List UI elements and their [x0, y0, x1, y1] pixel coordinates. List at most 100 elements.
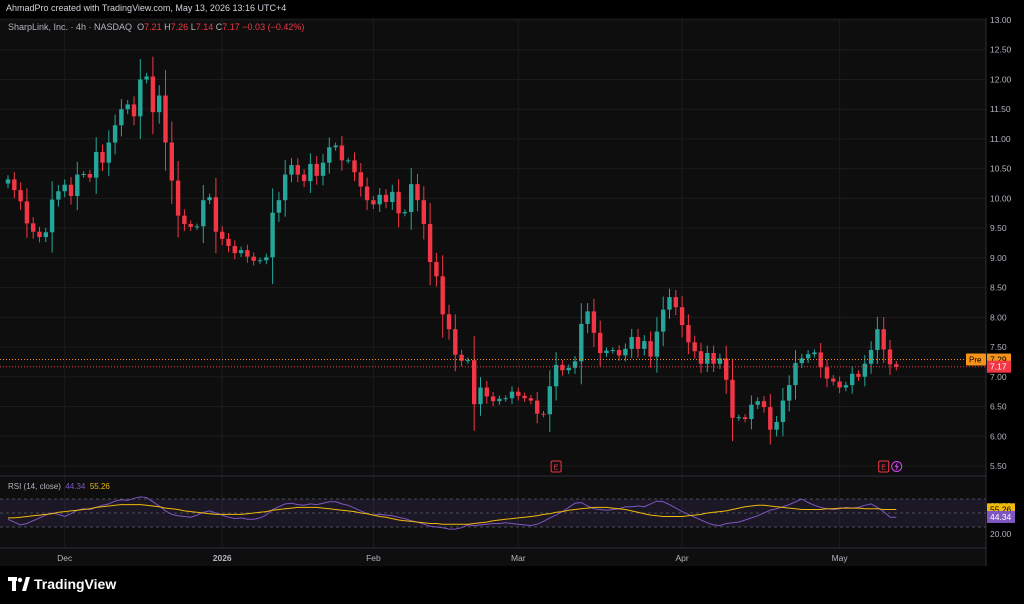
time-tick-label: Apr: [675, 553, 688, 563]
candle-body: [446, 314, 452, 330]
price-tick-label: 9.00: [990, 253, 1007, 263]
candle-body: [553, 364, 559, 387]
candle-body: [5, 179, 11, 184]
lightning-icon: [891, 461, 903, 472]
candle-body: [12, 179, 17, 191]
candle-body: [673, 297, 678, 308]
open-value: 7.21: [144, 22, 162, 32]
candle-body: [635, 336, 641, 349]
rsi-tick-label: 20.00: [990, 529, 1012, 539]
candle-body: [201, 200, 206, 227]
rsi-legend: RSI (14, close) 44.34 55.26: [8, 482, 110, 491]
candle-body: [238, 250, 244, 254]
candle-body: [358, 172, 363, 187]
high-label: H: [164, 22, 171, 32]
grid-lines: [0, 18, 987, 566]
candle-body: [87, 174, 93, 178]
candle-body: [106, 142, 111, 163]
candle-body: [887, 349, 893, 365]
candle-body: [100, 152, 105, 163]
price-axis: 13.00 12.50 12.00 11.50 11.00 10.50 10.00 9.50 9…: [990, 15, 1012, 539]
candle-body: [547, 386, 552, 415]
candlestick-chart[interactable]: 13.00 12.50 12.00 11.50 11.00 10.50 10.00 9.50 9…: [0, 0, 1024, 566]
price-tick-label: 8.50: [990, 283, 1007, 293]
candle-body: [188, 223, 193, 227]
candle-body: [43, 232, 48, 238]
candle-body: [629, 336, 634, 349]
price-tick-label: 6.00: [990, 431, 1007, 441]
time-axis: Dec 2026 Feb Mar Apr May: [57, 553, 848, 563]
time-tick-label: 2026: [213, 553, 232, 563]
price-tick-label: 6.50: [990, 402, 1007, 412]
candle-body: [654, 331, 660, 357]
candle-body: [295, 165, 300, 175]
candle-body: [856, 373, 861, 377]
candle-body: [560, 364, 565, 371]
candle-body: [434, 262, 439, 277]
candle-body: [875, 329, 880, 351]
candle-body: [535, 400, 540, 414]
candle-body: [144, 76, 149, 80]
candle-body: [251, 256, 256, 261]
rsi-ma-line: [8, 504, 897, 525]
candle-body: [245, 250, 250, 257]
candle-body: [661, 309, 666, 332]
open-label: O: [137, 22, 145, 32]
candle-body: [724, 358, 729, 380]
candle-body: [163, 95, 168, 143]
candle-body: [169, 142, 174, 181]
time-tick-label: May: [832, 553, 849, 563]
candle-body: [415, 184, 420, 201]
candle-body: [283, 174, 288, 201]
candle-body: [591, 311, 597, 333]
price-tick-label: 10.00: [990, 193, 1012, 203]
candle-body: [787, 385, 792, 401]
tradingview-logo-icon: [8, 577, 30, 591]
time-tick-label: Feb: [366, 553, 381, 563]
candle-body: [623, 348, 628, 356]
tradingview-logo[interactable]: TradingView: [8, 576, 116, 592]
candle-body: [175, 180, 181, 216]
candle-body: [31, 223, 36, 232]
candle-body: [207, 197, 212, 201]
candle-body: [755, 401, 760, 405]
candle-body: [24, 201, 30, 224]
symbol-name: SharpLink, Inc. · 4h · NASDAQ: [8, 22, 133, 32]
candle-body: [528, 398, 534, 401]
candle-body: [736, 417, 741, 419]
candle-body: [18, 190, 23, 202]
candle-body: [881, 329, 886, 350]
candle-body: [572, 361, 578, 368]
candle-body: [478, 387, 483, 405]
time-tick-label: Dec: [57, 553, 73, 563]
candle-body: [402, 212, 408, 214]
close-label: C: [215, 22, 223, 32]
candle-body: [213, 197, 219, 232]
candle-body: [396, 191, 401, 214]
candle-body: [352, 160, 357, 173]
symbol-info: SharpLink, Inc. · 4h · NASDAQ O7.21 H7.2…: [8, 22, 304, 32]
candle-body: [289, 165, 294, 175]
low-value: 7.14: [195, 22, 214, 32]
earnings-marker: [878, 460, 890, 473]
candle-body: [453, 329, 458, 355]
candle-body: [566, 367, 571, 371]
candle-body: [257, 260, 263, 262]
candle-body: [805, 354, 811, 359]
candle-body: [686, 325, 691, 343]
candle-body: [598, 332, 603, 354]
candle-body: [831, 378, 836, 382]
price-tick-label: 13.00: [990, 15, 1012, 25]
candle-body: [37, 231, 42, 238]
candle-body: [194, 226, 200, 228]
earnings-marker: [550, 460, 562, 473]
candle-body: [503, 398, 508, 400]
time-tick-label: Mar: [511, 553, 526, 563]
candle-body: [138, 79, 143, 117]
candle-body: [421, 200, 426, 224]
candle-body: [541, 413, 546, 415]
candle-body: [768, 407, 773, 430]
candle-body: [301, 174, 307, 182]
brand-text: TradingView: [34, 576, 117, 592]
candle-body: [339, 145, 345, 161]
